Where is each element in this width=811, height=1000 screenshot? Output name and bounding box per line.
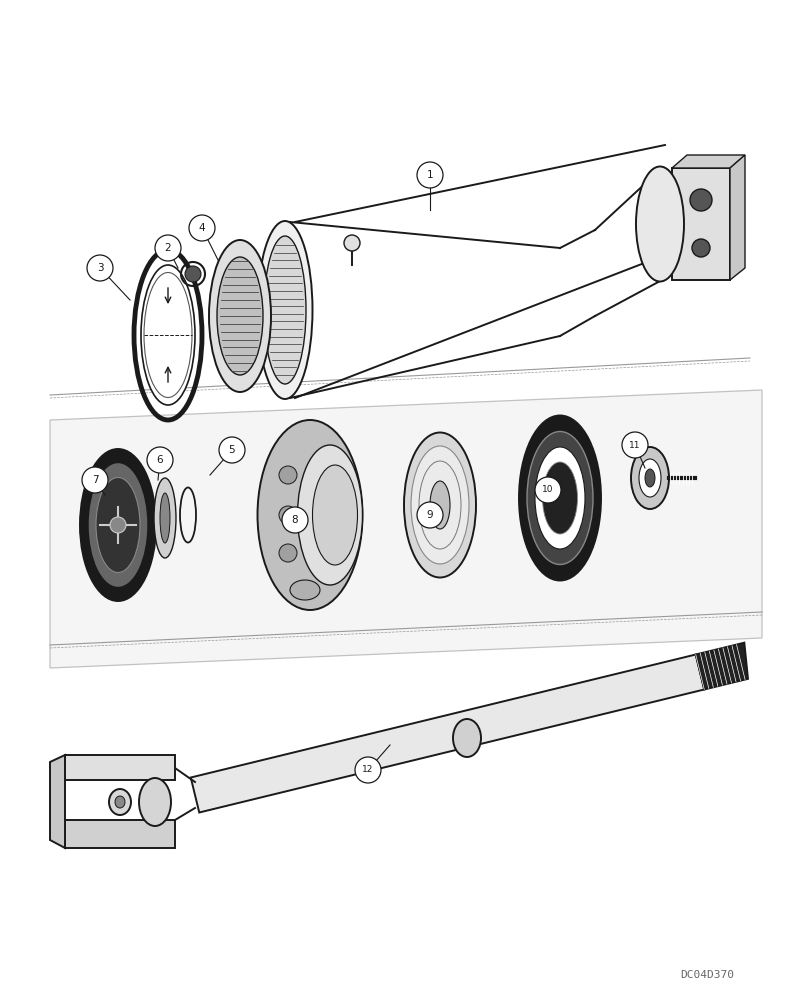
Polygon shape [672, 168, 729, 280]
Ellipse shape [638, 459, 660, 497]
Ellipse shape [109, 789, 131, 815]
Text: 8: 8 [291, 515, 298, 525]
Ellipse shape [312, 465, 357, 565]
Ellipse shape [297, 445, 362, 585]
Text: 6: 6 [157, 455, 163, 465]
Text: 7: 7 [92, 475, 98, 485]
Ellipse shape [185, 266, 201, 282]
Polygon shape [672, 155, 744, 168]
Ellipse shape [264, 236, 306, 384]
Text: 12: 12 [362, 766, 373, 774]
Ellipse shape [344, 235, 359, 251]
Circle shape [87, 255, 113, 281]
Polygon shape [191, 655, 703, 812]
Polygon shape [695, 643, 747, 689]
Ellipse shape [279, 506, 297, 524]
Ellipse shape [80, 449, 156, 601]
Circle shape [621, 432, 647, 458]
Circle shape [147, 447, 173, 473]
Ellipse shape [154, 478, 176, 558]
Ellipse shape [139, 778, 171, 826]
Circle shape [417, 502, 443, 528]
Circle shape [109, 517, 126, 533]
Ellipse shape [88, 462, 148, 587]
Ellipse shape [526, 432, 592, 564]
Text: 11: 11 [629, 440, 640, 450]
Ellipse shape [279, 466, 297, 484]
Ellipse shape [430, 481, 449, 529]
Ellipse shape [630, 447, 668, 509]
Polygon shape [50, 390, 761, 668]
Ellipse shape [453, 719, 480, 757]
Text: 10: 10 [542, 486, 553, 494]
Ellipse shape [208, 240, 271, 392]
Polygon shape [65, 820, 175, 848]
Circle shape [281, 507, 307, 533]
Polygon shape [729, 155, 744, 280]
Text: 4: 4 [199, 223, 205, 233]
Ellipse shape [518, 416, 600, 580]
Text: 2: 2 [165, 243, 171, 253]
Ellipse shape [257, 221, 312, 399]
Ellipse shape [691, 239, 709, 257]
Polygon shape [50, 755, 65, 848]
Text: DC04D370: DC04D370 [679, 970, 733, 980]
Ellipse shape [115, 796, 125, 808]
Ellipse shape [217, 257, 263, 375]
Circle shape [219, 437, 245, 463]
Ellipse shape [160, 493, 169, 543]
Ellipse shape [404, 432, 475, 578]
Ellipse shape [542, 462, 577, 534]
Ellipse shape [635, 166, 683, 282]
Polygon shape [65, 755, 175, 780]
Ellipse shape [689, 189, 711, 211]
Ellipse shape [534, 447, 584, 549]
Ellipse shape [279, 544, 297, 562]
Circle shape [534, 477, 560, 503]
Text: 5: 5 [229, 445, 235, 455]
Text: 3: 3 [97, 263, 103, 273]
Ellipse shape [257, 420, 362, 610]
Text: 1: 1 [426, 170, 433, 180]
Circle shape [82, 467, 108, 493]
Ellipse shape [141, 265, 195, 405]
Circle shape [417, 162, 443, 188]
Circle shape [189, 215, 215, 241]
Ellipse shape [644, 469, 654, 487]
Ellipse shape [290, 580, 320, 600]
Text: 9: 9 [426, 510, 433, 520]
Circle shape [155, 235, 181, 261]
Ellipse shape [96, 478, 139, 572]
Ellipse shape [410, 446, 469, 564]
Circle shape [354, 757, 380, 783]
